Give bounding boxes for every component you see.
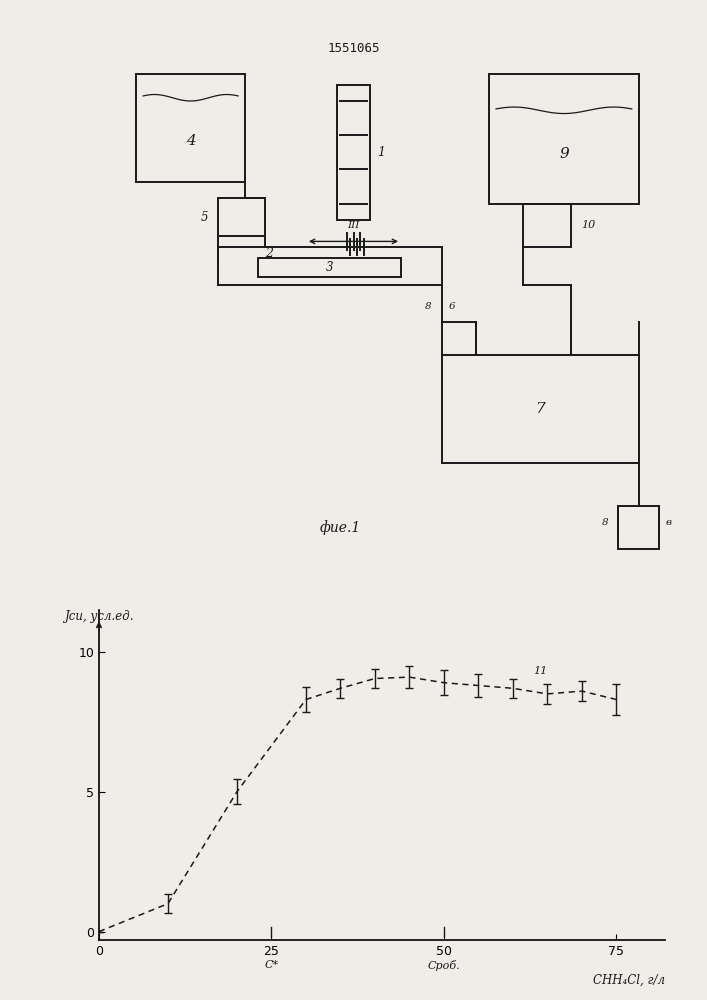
Bar <box>136 74 245 182</box>
Text: C*: C* <box>264 960 279 970</box>
Text: 8: 8 <box>425 302 431 311</box>
Bar <box>337 85 370 220</box>
Bar <box>489 74 638 204</box>
Text: 4: 4 <box>186 134 195 148</box>
Text: 5: 5 <box>200 211 208 224</box>
Text: фие.1: фие.1 <box>320 520 361 535</box>
Text: 11: 11 <box>534 666 548 676</box>
Bar <box>442 355 638 463</box>
Text: 10: 10 <box>581 220 595 230</box>
Text: CНН₄Cl, г/л: CНН₄Cl, г/л <box>592 974 665 987</box>
Text: III: III <box>347 221 360 230</box>
Text: 1: 1 <box>377 146 385 159</box>
Text: 8: 8 <box>602 518 608 527</box>
Bar <box>218 198 265 236</box>
Text: в: в <box>666 518 672 527</box>
Text: Cроб.: Cроб. <box>428 960 460 971</box>
Text: 9: 9 <box>559 147 568 161</box>
Text: 6: 6 <box>448 302 455 311</box>
Text: 1551065: 1551065 <box>327 42 380 55</box>
Bar <box>523 204 571 247</box>
Text: 7: 7 <box>535 402 545 416</box>
Text: 3: 3 <box>326 261 334 274</box>
Bar <box>259 258 401 276</box>
Text: 2: 2 <box>265 247 274 260</box>
Text: Jси, усл.ед.: Jси, усл.ед. <box>64 610 134 623</box>
Bar <box>618 506 659 549</box>
